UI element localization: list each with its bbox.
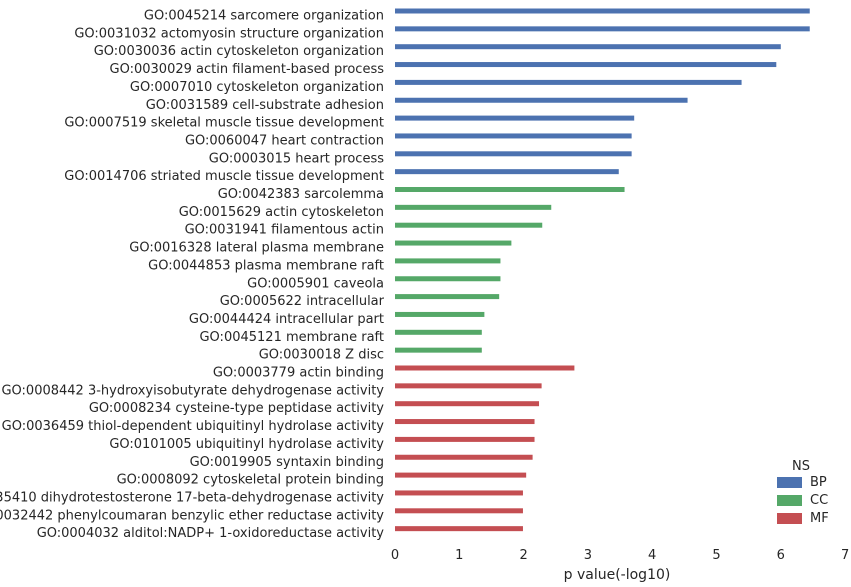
bar-mf: [395, 436, 535, 442]
x-axis-ticks: 0 1 2 3 4 5 6 7: [391, 548, 849, 563]
category-label: GO:0007010 cytoskeleton organization: [130, 80, 384, 95]
bar-bp: [395, 97, 688, 103]
category-label: GO:0019905 syntaxin binding: [190, 455, 384, 470]
bar-bp: [395, 8, 810, 14]
category-label: GO:0030018 Z disc: [259, 348, 384, 363]
bar-cc: [395, 240, 512, 246]
x-tick-label: 1: [455, 548, 463, 563]
category-label: GO:0045121 membrane raft: [199, 330, 384, 345]
bar-bp: [395, 169, 619, 175]
bar-bp: [395, 62, 777, 68]
bar-bp: [395, 26, 810, 32]
category-label: GO:0101005 ubiquitinyl hydrolase activit…: [109, 437, 384, 452]
bar-cc: [395, 204, 552, 210]
category-label: GO:0004032 alditol:NADP+ 1-oxidoreductas…: [37, 526, 385, 541]
bar-cc: [395, 187, 625, 192]
category-label: GO:0036459 thiol-dependent ubiquitinyl h…: [2, 419, 385, 434]
category-labels: GO:0045214 sarcomere organization GO:0031…: [0, 9, 385, 542]
bar-cc: [395, 276, 501, 282]
bar-mf: [395, 490, 523, 496]
category-label: GO:0031941 filamentous actin: [185, 223, 384, 238]
bar-bp: [395, 133, 632, 139]
category-label: GO:0060047 heart contraction: [185, 133, 384, 148]
category-label: GO:0030029 actin filament-based process: [110, 62, 385, 77]
bar-mf: [395, 526, 523, 532]
bar-cc: [395, 222, 543, 228]
category-label: GO:0014706 striated muscle tissue develo…: [64, 169, 384, 184]
x-tick-label: 0: [391, 548, 399, 563]
bar-mf: [395, 401, 540, 407]
legend-label-mf: MF: [810, 511, 829, 526]
legend-label-bp: BP: [810, 475, 827, 490]
legend: NS BP CC MF: [777, 459, 829, 526]
bar-cc: [395, 294, 500, 300]
category-label: GO:0008234 cysteine-type peptidase activ…: [89, 401, 384, 416]
category-label: GO:0030036 actin cytoskeleton organizati…: [94, 44, 384, 59]
category-label: GO:0005901 caveola: [247, 276, 384, 291]
category-label: GO:0007519 skeletal muscle tissue develo…: [64, 116, 384, 131]
legend-label-cc: CC: [810, 493, 828, 508]
bar-cc: [395, 347, 482, 353]
legend-swatch-bp: [777, 477, 802, 488]
x-tick-label: 3: [584, 548, 592, 563]
x-tick-label: 7: [841, 548, 849, 563]
category-label: GO:0032442 phenylcoumaran benzylic ether…: [0, 508, 384, 523]
bar-mf: [395, 419, 535, 425]
x-tick-label: 4: [648, 548, 656, 563]
category-label: GO:0042383 sarcolemma: [218, 187, 384, 202]
legend-swatch-mf: [777, 513, 802, 524]
bar-bp: [395, 115, 635, 121]
bar-cc: [395, 258, 501, 264]
category-label: GO:0044424 intracellular part: [189, 312, 384, 327]
category-label: GO:0008442 3-hydroxyisobutyrate dehydrog…: [1, 383, 384, 398]
category-label: GO:0015629 actin cytoskeleton: [179, 205, 384, 220]
bar-mf: [395, 454, 533, 460]
category-label: GO:0005622 intracellular: [220, 294, 385, 309]
x-tick-label: 2: [519, 548, 527, 563]
bar-mf: [395, 383, 542, 389]
category-label: GO:0031032 actomyosin structure organiza…: [74, 26, 384, 41]
category-label: GO:0045214 sarcomere organization: [144, 9, 384, 24]
legend-title: NS: [792, 459, 810, 474]
category-label: GO:0035410 dihydrotestosterone 17-beta-d…: [0, 490, 384, 505]
category-label: GO:0044853 plasma membrane raft: [148, 258, 384, 273]
bar-cc: [395, 329, 482, 335]
x-tick-label: 6: [777, 548, 785, 563]
bars-group: [395, 8, 810, 532]
bar-mf: [395, 472, 527, 478]
bar-mf: [395, 365, 575, 371]
bar-cc: [395, 311, 485, 317]
category-label: GO:0031589 cell-substrate adhesion: [146, 98, 384, 113]
bar-bp: [395, 79, 742, 85]
bar-mf: [395, 508, 523, 514]
bar-bp: [395, 151, 632, 157]
category-label: GO:0008092 cytoskeletal protein binding: [117, 473, 384, 488]
category-label: GO:0003779 actin binding: [213, 366, 384, 381]
x-axis-title: p value(-log10): [564, 567, 671, 583]
category-label: GO:0003015 heart process: [209, 151, 384, 166]
x-tick-label: 5: [712, 548, 720, 563]
category-label: GO:0016328 lateral plasma membrane: [129, 241, 384, 256]
legend-swatch-cc: [777, 495, 802, 506]
bar-bp: [395, 44, 781, 50]
